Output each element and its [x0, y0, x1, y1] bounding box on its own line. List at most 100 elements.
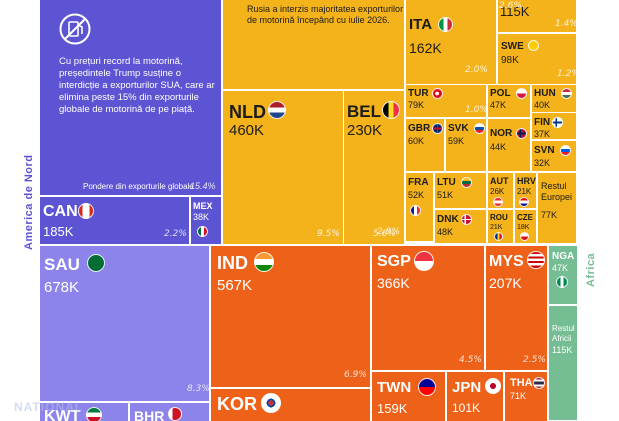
flag-bh-icon [168, 407, 182, 421]
tile-ltu: LTU 51K [434, 172, 487, 209]
tile-value-label: 37K [534, 129, 551, 139]
tile-twn: TWN 159K [371, 371, 446, 421]
tile-kor: KOR [210, 388, 371, 421]
tile-value-label: 59K [448, 136, 465, 146]
flag-ca-icon [78, 203, 94, 219]
tile-bhr: BHR [129, 402, 210, 421]
tile-code-label: HUN [534, 88, 556, 99]
flag-pl-icon [516, 88, 527, 99]
flag-no-icon [516, 128, 527, 139]
tile-code-label: DNK [437, 214, 459, 225]
tile-code-label: ROU [490, 213, 508, 222]
tile-value-label: 21K [517, 187, 532, 196]
tile-value-label: 366K [377, 275, 410, 291]
russia-note: Rusia a interzis majoritatea exporturilo… [247, 4, 404, 26]
flag-lt-icon [461, 177, 472, 188]
flag-tr-icon [432, 88, 443, 99]
tile-kwt: KWT [39, 402, 129, 421]
tile-code-label: SWE [501, 41, 524, 52]
tile-value-label: 32K [534, 158, 551, 168]
tile-code-label: CZE [517, 213, 533, 222]
flag-cz-icon [520, 232, 529, 241]
flag-sk-icon [474, 123, 485, 134]
tile-code-label: FIN [534, 117, 551, 128]
tile-code-label: KOR [217, 394, 257, 414]
tile-code-label: IND [217, 253, 248, 273]
tile-code-label: AUT [490, 176, 509, 186]
tile-value-label: 71K [510, 391, 527, 401]
tile-value-label: 47K [490, 100, 507, 110]
flag-dk-icon [461, 214, 472, 225]
region-label-africa: Africa [585, 252, 597, 287]
tile-value-label: 115K [552, 345, 573, 355]
flag-tw-icon [418, 378, 436, 396]
flag-nl-icon [268, 101, 286, 119]
tile-code-label: Restul Africii [552, 324, 575, 343]
tile-code-label: HRV [517, 176, 536, 186]
tile-restul-europei: Restul Europei 77K [537, 172, 577, 244]
tile-code-label: SGP [377, 253, 411, 270]
flag-si-icon [560, 145, 571, 156]
tile-share-label: 8.3% [187, 384, 210, 394]
tile-restul-africii: Restul Africii 115K [548, 305, 578, 421]
tile-code-label: THA [510, 377, 533, 389]
tile-bel: BEL 230K [343, 90, 405, 245]
tile-code-label: FRA [408, 177, 429, 188]
tile-code-label: SVN [534, 145, 555, 156]
tile-value-label: 162K [409, 40, 442, 56]
flag-th-icon [533, 377, 545, 389]
tile-nga: NGA 47K [548, 245, 578, 305]
tile-share-label: 6.9% [344, 370, 367, 380]
tile-swe: SWE 98K [497, 33, 577, 90]
tile-value-label: 185K [43, 224, 74, 239]
flag-se-icon [528, 40, 539, 51]
no-fuel-pump-icon [58, 12, 92, 46]
tile-fin: FIN 37K [531, 112, 577, 140]
tile-sgp: SGP 366K [371, 245, 485, 371]
tile-svk: SVK 59K [445, 118, 487, 172]
tile-gbr: GBR 60K [405, 118, 445, 172]
flag-ng-icon [556, 276, 568, 288]
tile-code-label: BHR [134, 408, 165, 421]
tile-dnk: DNK 48K [434, 209, 487, 244]
tile-nor: NOR 44K [487, 118, 531, 172]
tile-value-label: 38K [193, 212, 210, 222]
tile-can: CAN 185K [39, 196, 190, 245]
tile-code-label: MEX [193, 201, 213, 211]
tile-code-label: NOR [490, 128, 513, 139]
flag-fr-icon [410, 205, 421, 216]
tile-share-label: 2.8% [377, 227, 400, 237]
flag-be-icon [382, 101, 400, 119]
share-label: Pondere din exporturile globale [83, 182, 194, 191]
tile-code-label: JPN [452, 379, 482, 396]
tile-value-label: 79K [408, 100, 425, 110]
flag-jp-icon [485, 378, 501, 394]
tile-rou: ROU 21K [487, 209, 514, 244]
tile-value-label: 678K [44, 279, 80, 296]
tile-code-label: TUR [408, 88, 429, 99]
tile-value-label: 47K [552, 263, 569, 273]
tile-share-label: 1.0% [465, 105, 488, 115]
tile-value-label: 48K [437, 227, 454, 237]
tile-code-label: SVK [448, 123, 469, 134]
tile-value-label: 98K [501, 55, 519, 66]
tile-code-label: ITA [409, 16, 433, 33]
tile-mys: MYS 207K [485, 245, 548, 371]
tile-value-label: 18K [517, 224, 530, 231]
tile-share-label: 2.0% [465, 65, 488, 75]
flag-kr-icon [261, 393, 281, 413]
tile-value-label: 44K [490, 142, 507, 152]
tile-svn: SVN 32K [531, 140, 577, 172]
flag-my-icon [527, 251, 545, 269]
tile-code-label: LTU [437, 177, 456, 188]
tile-value-label: 101K [452, 401, 481, 415]
tile-europe-note [222, 0, 405, 90]
tile-value-label: 40K [534, 100, 551, 110]
region-label-north-america: America de Nord [23, 154, 35, 250]
tile-ind: IND 567K [210, 245, 371, 388]
share-value: 15.4% [190, 181, 216, 191]
flag-hu-icon [561, 88, 572, 99]
tile-sau: SAU 678K [39, 245, 210, 402]
tile-value-label: 26K [490, 187, 505, 196]
tile-code-label: NLD [229, 102, 266, 122]
